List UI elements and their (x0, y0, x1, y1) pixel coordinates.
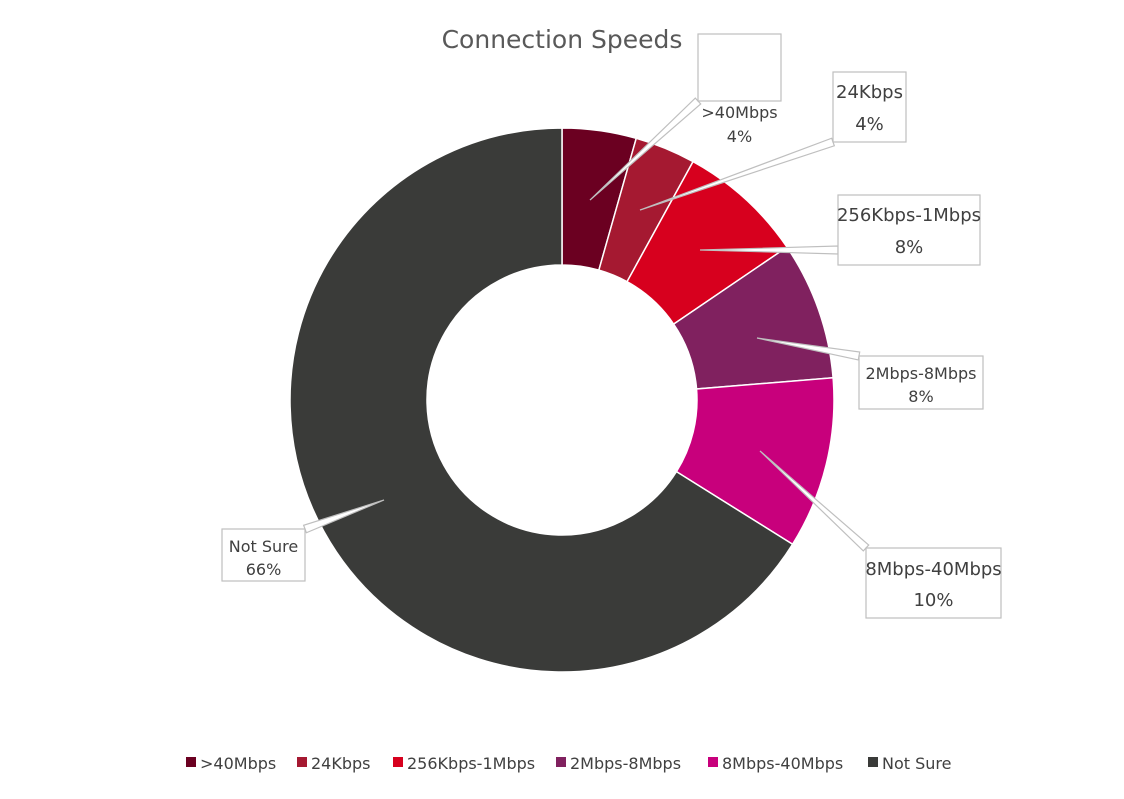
legend-label-40mbps: >40Mbps (200, 754, 276, 773)
legend-label-2mbps-8mbps: 2Mbps-8Mbps (570, 754, 681, 773)
label-box-8mbps-40mbps (865, 547, 1002, 619)
label-box-2mbps-8mbps (858, 355, 984, 410)
label-value-2mbps-8mbps: 8% (908, 387, 933, 406)
label-leaders (302, 97, 870, 552)
legend-swatch-2mbps-8mbps (556, 757, 566, 767)
donut-slices (289, 127, 835, 673)
data-labels: >40Mbps 4% 24Kbps 4% 256Kbps-1Mbps 8% 2Mbps-8M… (221, 33, 1002, 619)
label-category-40mbps: >40Mbps (701, 103, 777, 122)
legend: >40Mbps 24Kbps 256Kbps-1Mbps 2Mbps-8Mbps 8Mb… (186, 754, 951, 773)
label-box-40mbps (697, 33, 782, 102)
label-category-8mbps-40mbps: 8Mbps-40Mbps (865, 559, 1001, 580)
chart-title: Connection Speeds (442, 25, 683, 54)
label-value-40mbps: 4% (727, 127, 752, 146)
slice-not-sure (289, 127, 794, 673)
label-value-8mbps-40mbps: 10% (913, 590, 953, 611)
legend-swatch-not-sure (868, 757, 878, 767)
label-box-256kbps-1mbps (837, 194, 981, 266)
label-box-not-sure (221, 528, 306, 582)
legend-label-24kbps: 24Kbps (311, 754, 371, 773)
legend-swatch-24kbps (297, 757, 307, 767)
label-value-256kbps-1mbps: 8% (895, 237, 924, 258)
legend-swatch-40mbps (186, 757, 196, 767)
legend-swatch-8mbps-40mbps (708, 757, 718, 767)
label-category-not-sure: Not Sure (229, 537, 298, 556)
legend-label-8mbps-40mbps: 8Mbps-40Mbps (722, 754, 843, 773)
label-category-256kbps-1mbps: 256Kbps-1Mbps (837, 205, 981, 226)
legend-label-not-sure: Not Sure (882, 754, 951, 773)
label-value-24kbps: 4% (855, 114, 884, 135)
label-category-24kbps: 24Kbps (836, 82, 903, 103)
label-category-2mbps-8mbps: 2Mbps-8Mbps (865, 364, 976, 383)
label-value-not-sure: 66% (246, 560, 282, 579)
legend-swatch-256kbps-1mbps (393, 757, 403, 767)
label-box-24kbps (832, 71, 907, 143)
legend-label-256kbps-1mbps: 256Kbps-1Mbps (407, 754, 535, 773)
